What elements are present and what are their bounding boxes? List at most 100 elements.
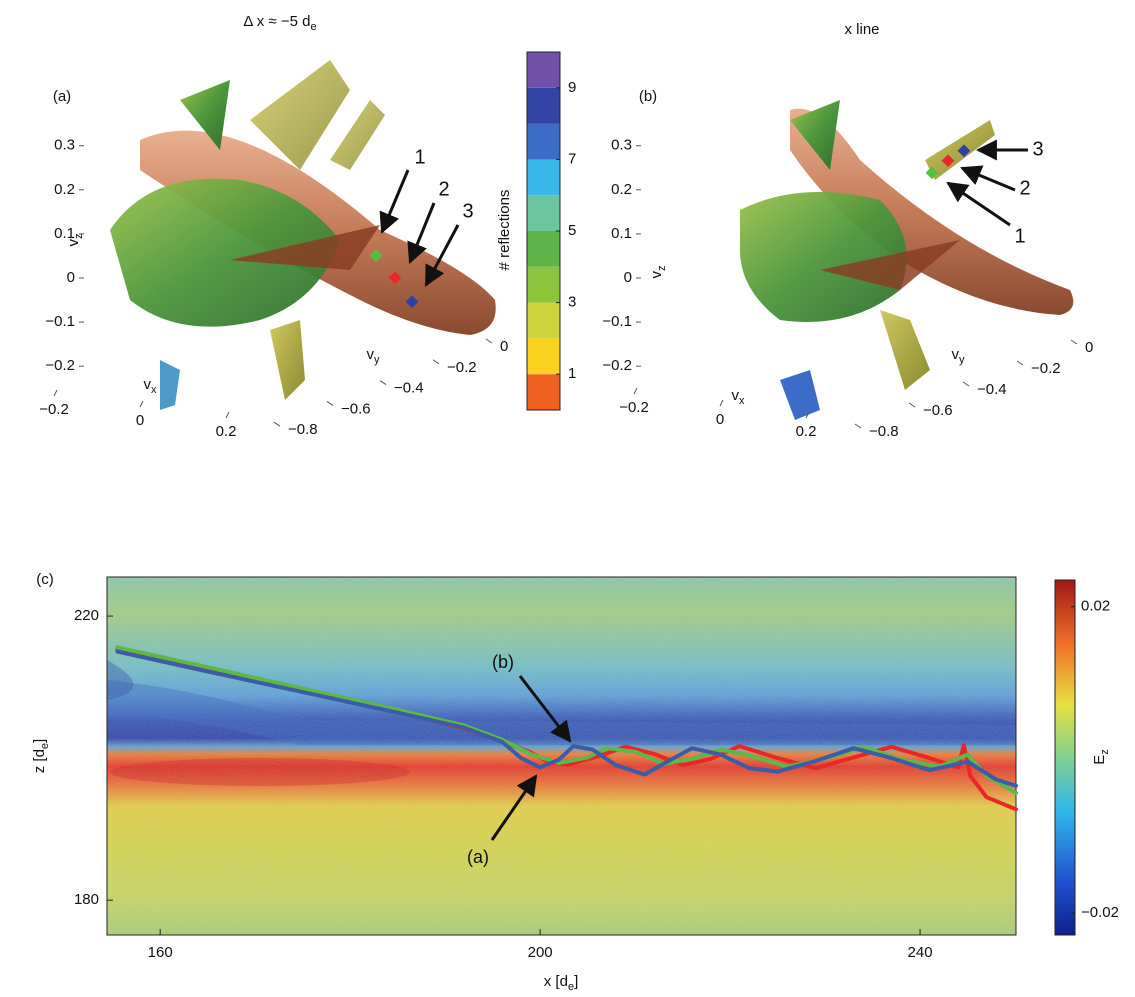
arrow [518, 675, 572, 743]
annotation: 1 [414, 146, 425, 168]
y-axis-label-part: e [39, 743, 51, 749]
x-tick [139, 400, 144, 408]
colorbar-tick-label: 1 [568, 365, 576, 382]
panel-label: (b) [639, 88, 657, 105]
y-tick [485, 338, 493, 344]
colorbar-label: Ez [1091, 749, 1111, 765]
x-axis-label-part: x [d [544, 973, 568, 990]
panel-title-part: Δ x ≈ −5 d [243, 13, 310, 30]
x-tick [225, 411, 230, 419]
y-axis-label-part: ] [31, 739, 48, 743]
y-axis-label: z [de] [31, 739, 51, 773]
y-axis-label: vy [952, 346, 966, 366]
x-tick-label: 0.2 [796, 423, 817, 440]
x-tick-label: 240 [908, 944, 933, 961]
y-tick [326, 400, 334, 406]
x-tick-label: −0.2 [39, 401, 69, 418]
y-axis-label-part: y [959, 354, 965, 366]
z-axis-label-part: v [65, 239, 82, 247]
annotation: 2 [1019, 177, 1030, 199]
y-tick [379, 380, 387, 386]
panel-title: Δ x ≈ −5 de [243, 13, 316, 33]
y-tick [962, 381, 970, 387]
x-tick-label: 0.2 [216, 423, 237, 440]
y-tick-label: −0.6 [341, 400, 371, 417]
colorbar-cell [527, 231, 560, 267]
panel-label: (c) [36, 571, 54, 588]
z-tick-label: 0.3 [611, 137, 632, 154]
z-axis-label-part: z [73, 234, 85, 240]
colorbar-cell [527, 159, 560, 196]
y-tick-label: −0.4 [977, 381, 1007, 398]
x-axis-label-part: x [151, 384, 157, 396]
z-tick-label: −0.2 [602, 357, 632, 374]
x-tick-label: 160 [148, 944, 173, 961]
x-axis-label: x [de] [544, 973, 578, 993]
y-tick-label: −0.8 [869, 423, 899, 440]
x-axis-label: vx [144, 376, 158, 396]
x-tick-label: 0 [716, 411, 724, 428]
x-axis-label-part: ] [574, 973, 578, 990]
annotation: (a) [467, 847, 489, 867]
colorbar-cell [527, 374, 560, 410]
annotation: 3 [1032, 138, 1043, 160]
colorbar [1054, 579, 1076, 936]
x-axis-label-part: v [144, 376, 152, 393]
panel-title: x line [844, 21, 879, 38]
z-tick-label: 0 [67, 269, 75, 286]
z-axis-label-part: z [656, 266, 668, 272]
colorbar-cell [527, 266, 560, 303]
z-tick-label: 0.1 [54, 225, 75, 242]
colorbar-label-part: E [1091, 755, 1108, 765]
isosurface-a [110, 60, 496, 410]
z-tick-label: 0 [624, 269, 632, 286]
colorbar-label: # reflections [496, 190, 513, 271]
colorbar-tick-label: 5 [568, 222, 576, 239]
x-tick [53, 389, 58, 397]
x-tick [633, 387, 638, 395]
panel-title-part: e [310, 21, 316, 33]
z-axis-label-part: v [648, 271, 665, 279]
y-tick-label: 0 [1085, 339, 1093, 356]
annotation: 3 [462, 200, 473, 222]
trajectory [115, 649, 1018, 788]
x-axis-label-part: x [739, 395, 745, 407]
annotation: 1 [1014, 225, 1025, 247]
isosurface-b [740, 100, 1074, 420]
panel-label: (a) [53, 88, 71, 105]
colorbar-cell [527, 87, 560, 124]
y-axis-label: vy [367, 346, 381, 366]
z-tick-label: 0.2 [54, 181, 75, 198]
colorbar-cell [527, 302, 560, 339]
z-tick-label: −0.1 [602, 313, 632, 330]
y-tick [1070, 339, 1078, 345]
x-tick [805, 411, 810, 419]
y-tick [854, 423, 862, 429]
y-axis-label-part: y [374, 354, 380, 366]
colorbar-cell [527, 195, 560, 231]
y-tick-label: 220 [74, 607, 99, 624]
z-tick-label: −0.1 [45, 313, 75, 330]
y-tick [432, 359, 440, 365]
x-axis-label-part: e [568, 981, 574, 993]
y-tick [1016, 360, 1024, 366]
y-tick [273, 421, 281, 427]
y-axis-label-part: v [952, 346, 960, 363]
colorbar-cell [527, 338, 560, 375]
x-tick [719, 399, 724, 407]
annotation: 2 [438, 178, 449, 200]
z-tick-label: 0.2 [611, 181, 632, 198]
y-tick-label: −0.4 [394, 380, 424, 397]
x-axis-label-part: v [732, 387, 740, 404]
x-axis-label: vx [732, 387, 746, 407]
y-tick-label: 180 [74, 891, 99, 908]
y-tick-label: −0.6 [923, 402, 953, 419]
colorbar-tick-label: −0.02 [1081, 904, 1119, 921]
colorbar-tick-label: 9 [568, 79, 576, 96]
x-tick-label: 200 [528, 944, 553, 961]
y-axis-label-part: z [d [31, 749, 48, 773]
colorbar-tick-label: 0.02 [1081, 598, 1110, 615]
colorbar-tick-label: 3 [568, 294, 576, 311]
z-tick-label: −0.2 [45, 357, 75, 374]
